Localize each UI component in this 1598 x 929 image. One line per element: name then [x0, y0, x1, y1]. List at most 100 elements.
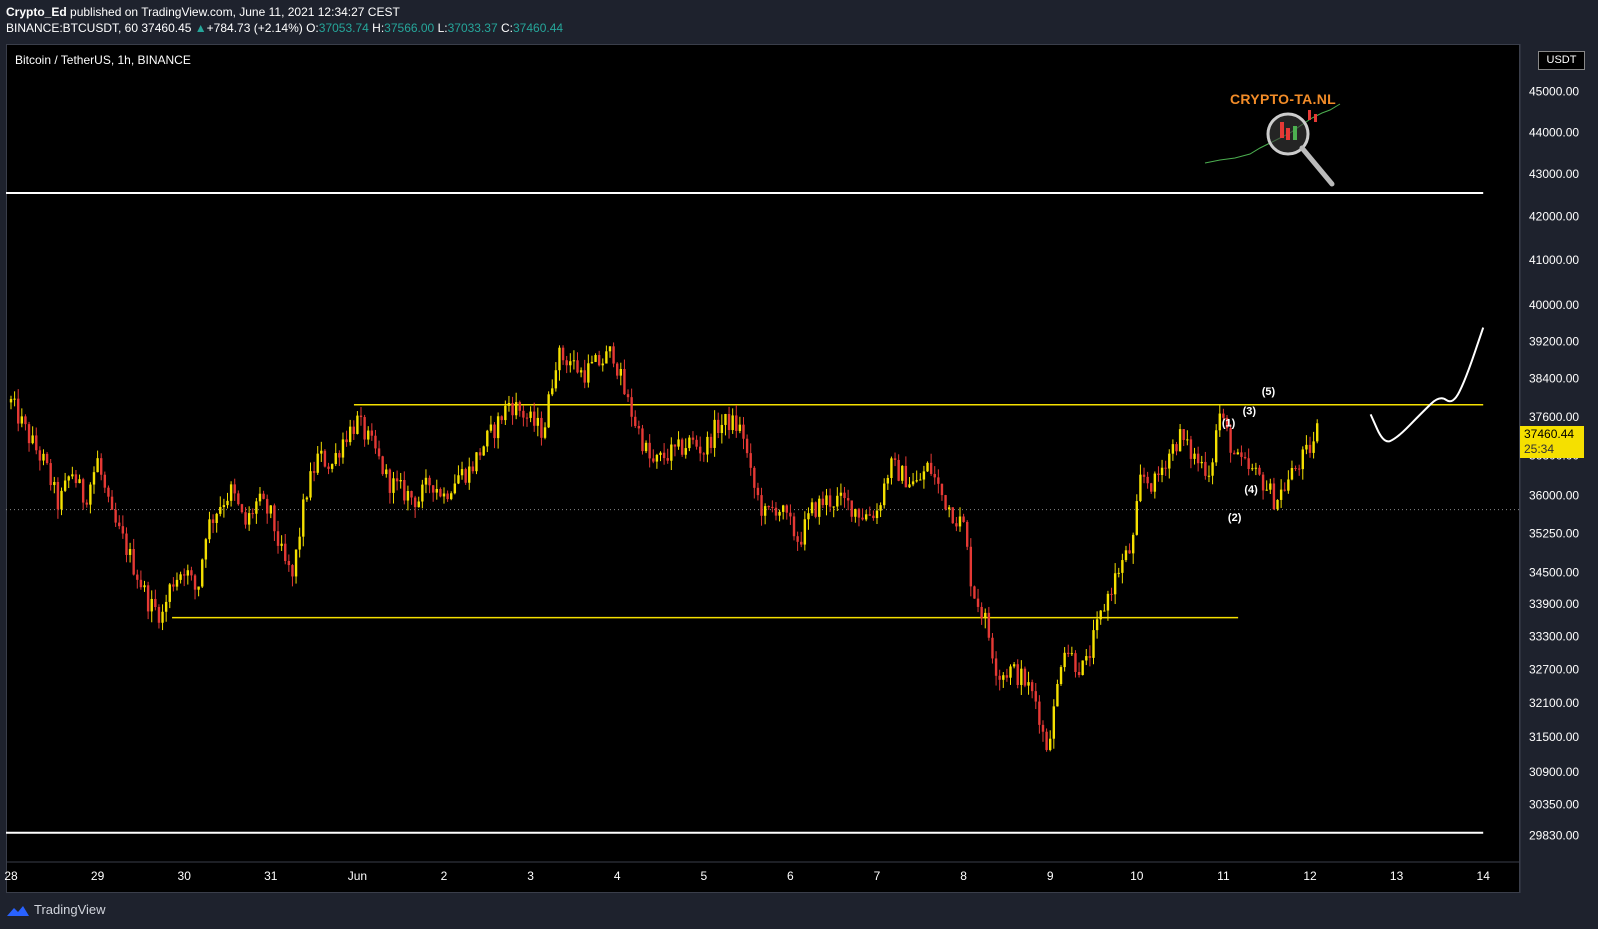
candle-body-down	[1128, 550, 1131, 554]
candle-body-down	[623, 369, 626, 395]
candle-body-up	[1276, 499, 1279, 510]
candle-body-down	[251, 513, 254, 515]
close-label: C:	[501, 21, 513, 35]
candle-body-down	[630, 397, 633, 417]
candle-body-up	[836, 495, 839, 507]
candle-body-down	[1272, 483, 1276, 510]
candle-body-up	[201, 559, 204, 587]
candle-body-up	[269, 505, 272, 514]
candle-body-up	[644, 442, 648, 452]
candle-body-down	[792, 516, 796, 537]
candle-body-down	[132, 549, 135, 575]
author-name[interactable]: Crypto_Ed	[6, 5, 67, 19]
candle-body-down	[56, 481, 60, 510]
candle-body-up	[1059, 667, 1063, 684]
candle-body-down	[1222, 413, 1225, 418]
candle-body-down	[284, 543, 287, 561]
open-label: O:	[306, 21, 319, 35]
candle-body-up	[590, 361, 594, 364]
candle-body-up	[219, 507, 222, 514]
candle-body-down	[821, 498, 825, 506]
footer-brand[interactable]: TradingView	[6, 902, 106, 917]
candle-body-up	[92, 472, 96, 485]
candle-body-up	[554, 370, 558, 389]
candle-body-down	[240, 504, 244, 513]
candle-body-up	[222, 505, 226, 508]
candle-body-down	[1157, 473, 1160, 476]
candle-body-up	[864, 514, 868, 520]
candle-body-down	[735, 415, 738, 431]
projection-curve	[1369, 327, 1485, 443]
candle-body-down	[107, 487, 110, 497]
candle-body-up	[1020, 668, 1023, 685]
candle-body-down	[929, 462, 933, 474]
candle-body-down	[767, 506, 770, 508]
magnifier-logo-icon	[1204, 103, 1341, 187]
candle-body-down	[1229, 428, 1232, 453]
candle-body-down	[800, 541, 803, 545]
candle-body-down	[966, 521, 969, 547]
candle-body-down	[431, 485, 435, 493]
candle-body-up	[258, 493, 262, 502]
price-tick-label: 32100.00	[1529, 696, 1579, 710]
chart-frame[interactable]	[6, 44, 1520, 893]
candle-body-up	[1027, 682, 1030, 686]
candle-body-down	[1034, 691, 1037, 702]
candle-body-up	[915, 480, 918, 482]
candle-body-down	[276, 531, 280, 546]
candle-body-up	[42, 453, 45, 461]
symbol-label: BINANCE:BTCUSDT, 60	[6, 21, 139, 35]
elliott-wave-label: (1)	[1222, 417, 1236, 429]
candle-body-up	[551, 388, 554, 395]
candle-body-up	[1214, 430, 1218, 463]
candle-body-up	[9, 399, 13, 403]
candle-body-down	[100, 458, 103, 475]
candle-body-down	[1150, 483, 1153, 492]
candle-body-up	[460, 469, 464, 476]
candle-body-down	[868, 514, 871, 516]
candle-body-down	[742, 424, 745, 439]
candle-body-down	[1196, 453, 1200, 464]
candle-body-down	[843, 492, 846, 499]
candle-body-up	[1251, 468, 1254, 470]
candle-body-up	[731, 415, 734, 431]
candle-body-up	[738, 424, 742, 431]
candle-body-up	[529, 411, 532, 418]
candle-body-down	[749, 453, 752, 468]
candle-body-up	[1186, 439, 1189, 441]
candle-body-up	[175, 579, 179, 587]
candle-body-down	[359, 415, 363, 418]
candle-body-up	[601, 363, 604, 366]
candle-body-down	[522, 410, 525, 418]
candle-body-down	[525, 417, 529, 419]
candle-body-down	[464, 469, 467, 483]
time-tick-label: 28	[4, 869, 18, 883]
chart-title: Bitcoin / TetherUS, 1h, BINANCE	[15, 53, 191, 67]
candle-body-down	[969, 546, 973, 587]
candle-body-down	[262, 493, 265, 499]
candle-body-down	[1294, 467, 1297, 469]
price-tick-label: 32700.00	[1529, 662, 1579, 676]
candle-body-up	[1131, 534, 1135, 554]
candle-body-down	[395, 478, 399, 482]
candle-body-up	[78, 479, 81, 484]
candle-body-up	[406, 491, 410, 501]
candle-body-down	[756, 487, 760, 496]
candle-body-up	[67, 476, 70, 481]
candle-body-down	[1243, 456, 1247, 459]
currency-unit-badge[interactable]: USDT	[1538, 51, 1585, 70]
candle-body-up	[1168, 453, 1171, 469]
time-tick-label: 12	[1303, 869, 1317, 883]
candle-body-down	[1261, 474, 1265, 491]
candle-body-down	[103, 474, 107, 488]
candle-body-down	[1088, 656, 1092, 658]
candle-body-up	[442, 493, 446, 497]
candle-body-up	[143, 585, 146, 588]
candle-body-up	[161, 611, 164, 623]
candle-body-down	[291, 565, 294, 577]
candle-body-down	[1005, 675, 1009, 678]
candle-body-down	[327, 466, 330, 469]
candle-body-up	[204, 539, 208, 560]
candle-body-down	[1146, 476, 1149, 484]
